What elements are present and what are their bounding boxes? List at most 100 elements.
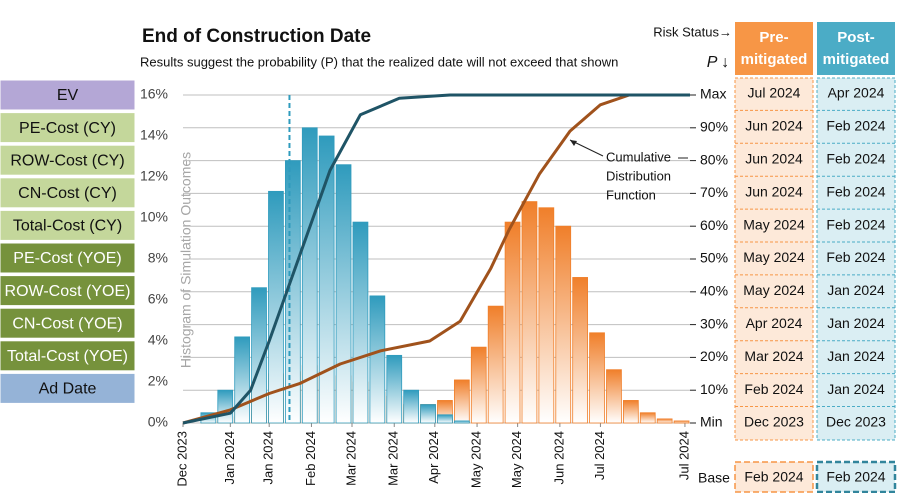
- y2-tick-label: 90%: [700, 119, 728, 135]
- table-cell: Jan 2024: [827, 381, 885, 397]
- column-bg: [816, 77, 896, 441]
- sidebar-button[interactable]: ROW-Cost (CY): [0, 144, 136, 176]
- x-tick-label: May 2024: [468, 431, 483, 488]
- sidebar-button-label[interactable]: ROW-Cost (CY): [10, 152, 124, 169]
- table-cell: Dec 2023: [826, 414, 886, 430]
- chart-subtitle: Results suggest the probability (P) that…: [140, 54, 618, 69]
- histogram-bar: [301, 127, 318, 424]
- sidebar-button[interactable]: CN-Cost (YOE): [0, 307, 136, 339]
- table-cell: May 2024: [743, 282, 805, 298]
- histogram-bar: [268, 190, 284, 424]
- histogram-bar: [538, 207, 555, 424]
- y-tick-label: 0%: [148, 414, 168, 430]
- sidebar-button-bg: [0, 79, 136, 111]
- sidebar-button-bg: [0, 242, 136, 274]
- histogram-bar: [521, 201, 538, 424]
- table-cell: Jun 2024: [745, 151, 803, 167]
- sidebar-button[interactable]: Total-Cost (CY): [0, 209, 136, 241]
- sidebar-button-label[interactable]: Ad Date: [39, 381, 97, 398]
- y2-tick-label: 50%: [700, 250, 728, 266]
- annotation-arrowhead: [570, 140, 577, 146]
- y-tick-label: 8%: [148, 250, 168, 266]
- histogram-bar: [555, 225, 572, 424]
- table-cell: Mar 2024: [744, 348, 803, 364]
- table-cell: Jul 2024: [748, 85, 801, 101]
- base-cell-bg: [815, 460, 897, 493]
- sidebar-button[interactable]: ROW-Cost (YOE): [0, 275, 136, 307]
- column-header: mitigated: [741, 51, 808, 68]
- y2-tick-label: 30%: [700, 315, 728, 331]
- histogram-bar: [369, 295, 386, 424]
- histogram-bar: [589, 332, 605, 424]
- sidebar-button-label[interactable]: CN-Cost (CY): [18, 185, 117, 202]
- y-tick-label: 4%: [148, 332, 168, 348]
- sidebar-button-label[interactable]: CN-Cost (YOE): [12, 315, 122, 332]
- histogram-bar: [606, 369, 622, 424]
- histogram-bar: [639, 412, 656, 424]
- sidebar-button-label[interactable]: ROW-Cost (YOE): [5, 283, 131, 300]
- x-tick-label: Jan 2024: [222, 431, 237, 485]
- sidebar-button[interactable]: PE-Cost (CY): [0, 112, 136, 144]
- histogram-bar: [420, 404, 436, 424]
- sidebar-button-label[interactable]: PE-Cost (CY): [19, 120, 116, 137]
- sidebar-button-bg: [0, 177, 136, 209]
- column-bg: [734, 77, 814, 441]
- sidebar-button-bg: [0, 307, 136, 339]
- sidebar-button-bg: [0, 275, 136, 307]
- y2-tick-label: 20%: [700, 348, 728, 364]
- sidebar-button[interactable]: EV: [0, 79, 136, 111]
- annotation: Cumulative: [606, 149, 671, 164]
- histogram-bar: [453, 379, 470, 424]
- x-tick-label: Jul 2024: [676, 431, 691, 480]
- x-tick-label: Feb 2024: [303, 431, 318, 486]
- table-cell: Jan 2024: [827, 348, 885, 364]
- sidebar-button-label[interactable]: PE-Cost (YOE): [13, 250, 121, 267]
- y2-tick-label: 60%: [700, 217, 728, 233]
- sidebar-button[interactable]: Total-Cost (YOE): [0, 340, 136, 372]
- x-tick-label: Dec 2023: [174, 431, 189, 487]
- histogram-bar: [335, 164, 352, 424]
- histogram-bar: [386, 354, 403, 424]
- p-label: P ↓: [707, 54, 730, 71]
- y2-tick-label: 80%: [700, 151, 728, 167]
- sidebar-button-label[interactable]: Total-Cost (CY): [13, 218, 122, 235]
- y2-tick-label: 10%: [700, 381, 728, 397]
- table-cell: May 2024: [743, 249, 805, 265]
- x-tick-label: Apr 2024: [426, 431, 441, 484]
- table-cell: Jun 2024: [745, 183, 803, 199]
- sidebar-button-label[interactable]: Total-Cost (YOE): [7, 348, 128, 365]
- histogram-bar: [656, 418, 673, 424]
- x-tick-label: Jun 2024: [551, 431, 566, 485]
- table-cell: Feb 2024: [826, 249, 885, 265]
- x-tick-label: Mar 2024: [386, 431, 401, 486]
- sidebar-button-bg: [0, 372, 136, 404]
- table-cell: May 2024: [743, 216, 805, 232]
- histogram-bar: [673, 420, 690, 424]
- histogram-bar: [234, 336, 250, 424]
- x-tick-label: Mar 2024: [343, 431, 358, 486]
- sidebar-button-bg: [0, 340, 136, 372]
- column-header: Pre-: [759, 29, 788, 46]
- table-cell: Apr 2024: [828, 85, 885, 101]
- histogram-bar: [504, 221, 521, 424]
- column-header: mitigated: [823, 51, 890, 68]
- sidebar-button[interactable]: Ad Date: [0, 372, 136, 404]
- histogram-bar: [623, 400, 639, 424]
- sidebar-button[interactable]: PE-Cost (YOE): [0, 242, 136, 274]
- histogram-bar: [352, 221, 369, 424]
- table-cell: Feb 2024: [826, 183, 885, 199]
- sidebar-button-label[interactable]: EV: [57, 87, 79, 104]
- sidebar-button-bg: [0, 209, 136, 241]
- y2-tick-label: Max: [700, 86, 726, 102]
- sidebar-button[interactable]: CN-Cost (CY): [0, 177, 136, 209]
- table-cell: Dec 2023: [744, 414, 804, 430]
- histogram-bar: [453, 420, 470, 424]
- cdf-line: [182, 93, 690, 425]
- histogram-bar: [318, 135, 335, 424]
- y2-tick-label: 40%: [700, 283, 728, 299]
- x-tick-label: May 2024: [509, 431, 524, 488]
- base-cell: Feb 2024: [826, 469, 885, 485]
- histogram-bar: [403, 389, 420, 424]
- table-cell: Feb 2024: [744, 381, 803, 397]
